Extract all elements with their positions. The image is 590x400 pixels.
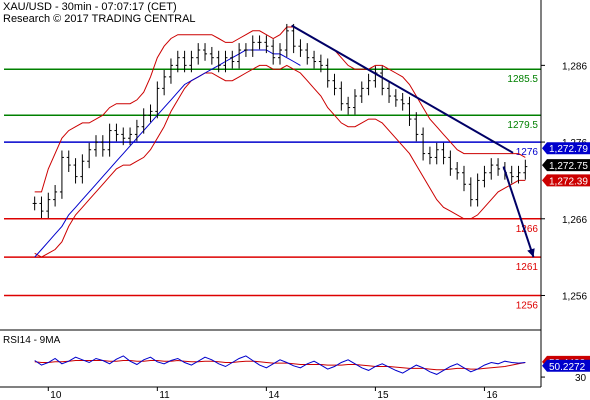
trendline	[291, 24, 514, 154]
level-label: 1279.5	[507, 120, 538, 131]
bollinger-lower-line	[34, 64, 526, 258]
level-label: 1256	[516, 300, 539, 311]
rsi-panel: RSI14 - 9MA3052.442250.2272	[3, 335, 590, 384]
copyright-text: Research © 2017 TRADING CENTRAL	[3, 13, 196, 25]
rsi-title: RSI14 - 9MA	[3, 335, 61, 346]
moving-average-line	[34, 49, 301, 258]
moving-average	[34, 49, 301, 258]
rsi-value-tag-box	[542, 359, 590, 372]
price-tag-label: 1,272.79	[549, 144, 588, 155]
rsi-value-tag-label: 50.2272	[549, 362, 586, 373]
rsi-line	[34, 355, 526, 375]
x-tick-label: 15	[377, 390, 389, 400]
x-tick-label: 14	[268, 390, 280, 400]
y-tick-label: 1,266	[562, 215, 587, 226]
projection-arrow-head	[527, 248, 535, 258]
projection-arrow-line	[502, 166, 535, 258]
y-tick-label: 1,256	[562, 291, 587, 302]
x-tick-label: 16	[486, 390, 498, 400]
level-label: 1266	[516, 224, 539, 235]
price-tags: 1,272.79 1,272.75 1,272.39	[542, 142, 590, 187]
bollinger-bands	[34, 26, 526, 258]
chart-title: XAU/USD - 30min - 07:07:17 (CET)	[3, 1, 177, 13]
price-candles	[32, 23, 528, 219]
level-label: 1261	[516, 262, 539, 273]
level-label: 1276	[516, 147, 539, 158]
price-tag-label: 1,272.39	[549, 176, 588, 187]
rsi-y-tick-label: 30	[575, 373, 587, 384]
rsi-ma-line	[34, 359, 526, 371]
trendline-group	[291, 24, 535, 258]
support-resistance-levels: 1285.5 1279.5 1276 1266 1261 1256	[4, 68, 541, 311]
bollinger-upper-line	[34, 26, 526, 193]
y-tick-label: 1,286	[562, 61, 587, 72]
x-tick-label: 10	[50, 390, 62, 400]
x-tick-label: 11	[159, 390, 170, 400]
price-tag-box	[542, 174, 590, 187]
price-tag-box	[542, 142, 590, 155]
price-tag-label: 1,272.75	[549, 161, 588, 172]
level-label: 1285.5	[507, 74, 538, 85]
price-tag-box	[542, 159, 590, 172]
